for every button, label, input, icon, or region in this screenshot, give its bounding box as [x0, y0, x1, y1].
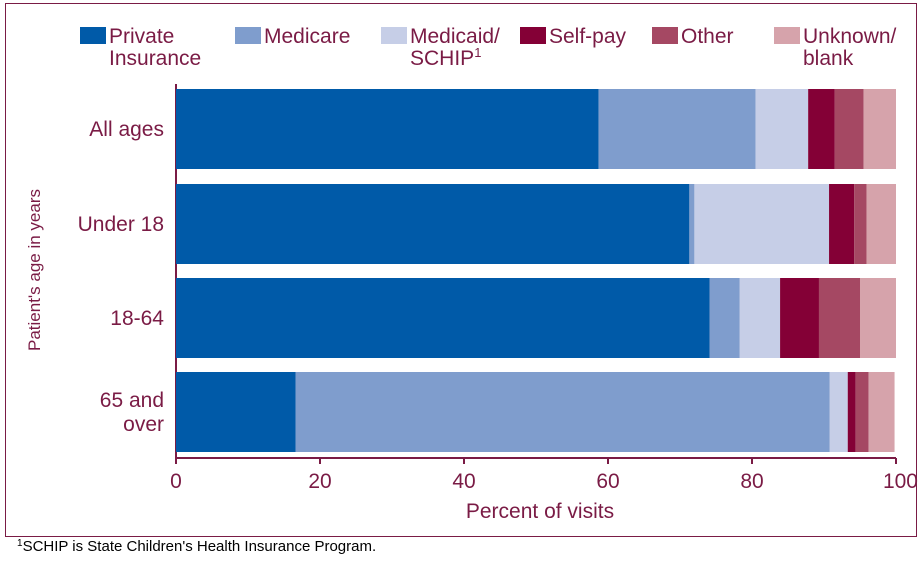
bar-segment — [694, 184, 830, 264]
legend-label: Medicare — [264, 25, 350, 48]
x-axis-title: Percent of visits — [466, 500, 614, 523]
bar-segment — [847, 372, 856, 452]
legend: Private Insurance Medicare Medicaid/SCHIP1 S… — [80, 25, 897, 70]
x-tick-label: 80 — [740, 470, 763, 493]
footnote: 1SCHIP is State Children's Health Insura… — [17, 538, 376, 555]
category-label: 18-64 — [110, 307, 164, 330]
footnote-text: SCHIP is State Children's Health Insuran… — [22, 538, 377, 555]
legend-label: Unknown/blank — [803, 25, 897, 70]
bar-segment — [598, 89, 756, 169]
bar-segment — [176, 278, 710, 358]
legend-swatch — [774, 27, 800, 44]
legend-label: Private Insurance — [109, 25, 201, 70]
legend-label: Other — [681, 25, 734, 48]
legend-item: Medicare — [235, 25, 350, 48]
legend-swatch — [235, 27, 261, 44]
bar-segment — [868, 372, 895, 452]
bar-segment — [739, 278, 781, 358]
x-tick-label: 20 — [308, 470, 331, 493]
legend-swatch — [520, 27, 546, 44]
bar-segment — [834, 89, 864, 169]
y-axis-title: Patient's age in years — [25, 189, 44, 351]
x-axis: 0 20 40 60 80 100 — [170, 458, 918, 493]
bar-segment — [863, 89, 896, 169]
legend-swatch — [381, 27, 407, 44]
bar-segment — [808, 89, 835, 169]
bar-segment — [176, 372, 296, 452]
category-label: Under 18 — [78, 213, 164, 236]
legend-swatch — [80, 27, 106, 44]
plot-area: All ages Under 18 18-64 65 and over — [78, 84, 896, 459]
category-label: All ages — [89, 118, 164, 141]
bar-segment — [709, 278, 740, 358]
stacked-bar-chart: Private Insurance Medicare Medicaid/SCHIP1 S… — [25, 25, 918, 523]
category-label: 65 and over — [100, 389, 164, 436]
bar-segment — [866, 184, 896, 264]
legend-swatch — [652, 27, 678, 44]
bar-segment — [295, 372, 830, 452]
legend-item: Unknown/blank — [774, 25, 897, 70]
legend-item: Other — [652, 25, 734, 48]
x-tick-label: 100 — [883, 470, 918, 493]
x-tick-label: 0 — [170, 470, 182, 493]
legend-item: Self-pay — [520, 25, 627, 48]
footnote-marker: 1 — [17, 538, 23, 549]
chart-frame — [5, 3, 917, 537]
bar-segment — [854, 184, 867, 264]
bar-segment — [689, 184, 695, 264]
x-tick-label: 60 — [596, 470, 619, 493]
legend-label: Self-pay — [549, 25, 627, 48]
bar-segment — [755, 89, 809, 169]
bar-segment — [829, 372, 848, 452]
bar-segment — [176, 184, 690, 264]
legend-item: Private Insurance — [80, 25, 201, 70]
bar-segment — [855, 372, 869, 452]
bar-segment — [780, 278, 819, 358]
legend-item: Medicaid/SCHIP1 — [381, 25, 500, 70]
x-tick-label: 40 — [452, 470, 475, 493]
bar-segment — [818, 278, 860, 358]
bar-segment — [176, 89, 599, 169]
legend-label: Medicaid/SCHIP1 — [410, 25, 500, 70]
bar-segment — [829, 184, 855, 264]
bar-segment — [860, 278, 896, 358]
